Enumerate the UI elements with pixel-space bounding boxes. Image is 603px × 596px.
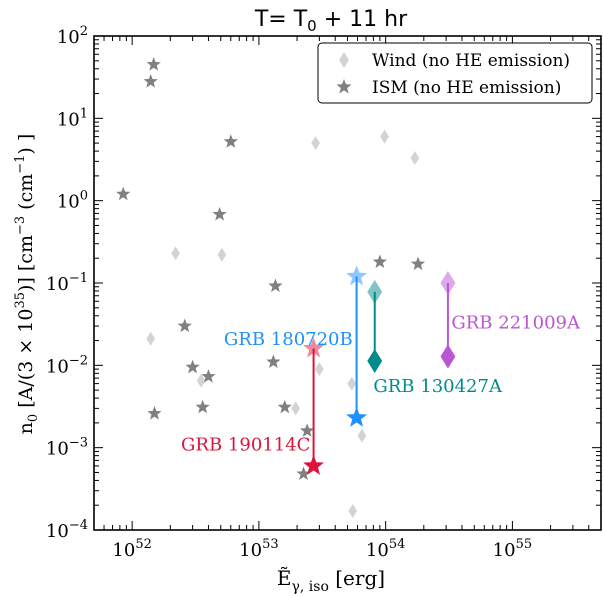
legend: Wind (no HE emission) ISM (no HE emission… [317, 42, 593, 104]
y-tick-label: 101 [57, 106, 88, 130]
ism-point [296, 466, 311, 480]
grb-highlights: GRB 190114C GRB 180720B GRB 130427A GRB 221… [181, 265, 581, 475]
x-axis-label: Ẽγ, iso [erg] [277, 566, 385, 595]
wind-point [357, 428, 367, 443]
ism-point [410, 256, 426, 271]
ism-point [268, 278, 283, 293]
diamond-icon [339, 52, 349, 68]
grb-upper-marker [440, 271, 456, 295]
grb-lower-marker [346, 406, 368, 427]
ism-point [195, 399, 210, 414]
grb-lower-marker [367, 348, 383, 373]
data-points [116, 57, 426, 519]
grb-upper-marker [346, 265, 368, 286]
grb-label: GRB 221009A [451, 313, 581, 334]
ism-point [372, 254, 387, 269]
ism-point [147, 406, 162, 420]
plot-area [93, 35, 602, 531]
ism-point [277, 399, 292, 414]
grb-upper-marker [367, 279, 383, 304]
wind-point [171, 246, 180, 261]
x-tick-label: 1054 [366, 537, 405, 561]
wind-point [291, 401, 301, 416]
legend-box [317, 42, 593, 104]
wind-point [146, 331, 156, 346]
wind-point [347, 376, 357, 391]
x-tick-label: 1055 [493, 537, 532, 561]
wind-point [217, 247, 227, 262]
axis-ticks: 1052 1053 1054 1055 10−4 10−3 10−2 10−1 100 101 10… [46, 24, 602, 561]
grb-upper-marker [303, 337, 325, 358]
y-tick-label: 10−2 [46, 353, 88, 377]
y-tick-label: 10−1 [46, 271, 88, 295]
ism-point [146, 57, 161, 71]
grb-lower-marker [440, 344, 456, 369]
star-icon [336, 79, 352, 94]
wind-point [348, 504, 358, 519]
y-axis-label: n0 [A/(3 × 1035)] [cm−3 (cm−1) ] [13, 134, 41, 435]
wind-point [410, 150, 420, 165]
x-tick-label: 1052 [112, 537, 151, 561]
wind-point [315, 362, 324, 377]
legend-label: ISM (no HE emission) [372, 78, 561, 98]
ism-point [212, 206, 227, 221]
grb-label: GRB 180720B [224, 329, 353, 350]
ism-point [266, 354, 281, 368]
ism-point [143, 74, 158, 88]
wind-point [380, 129, 389, 144]
grb-label: GRB 190114C [181, 434, 310, 455]
ism-point [177, 318, 192, 333]
plot-frame [93, 35, 602, 531]
wind-point [311, 136, 320, 151]
y-tick-label: 102 [57, 24, 88, 48]
chart-title: T= T0 + 11 hr [254, 7, 408, 35]
legend-label: Wind (no HE emission) [372, 51, 570, 71]
y-tick-label: 10−4 [46, 518, 88, 542]
wind-point [196, 373, 206, 388]
y-tick-label: 100 [57, 189, 88, 213]
ism-point [223, 134, 238, 148]
grb-label: GRB 130427A [373, 376, 503, 397]
ism-point [201, 369, 216, 383]
ism-point [116, 186, 131, 201]
ism-point [185, 359, 200, 374]
ism-point [299, 423, 315, 437]
grb-lower-marker [303, 454, 325, 475]
x-tick-label: 1053 [239, 537, 278, 561]
y-tick-label: 10−3 [46, 436, 88, 460]
